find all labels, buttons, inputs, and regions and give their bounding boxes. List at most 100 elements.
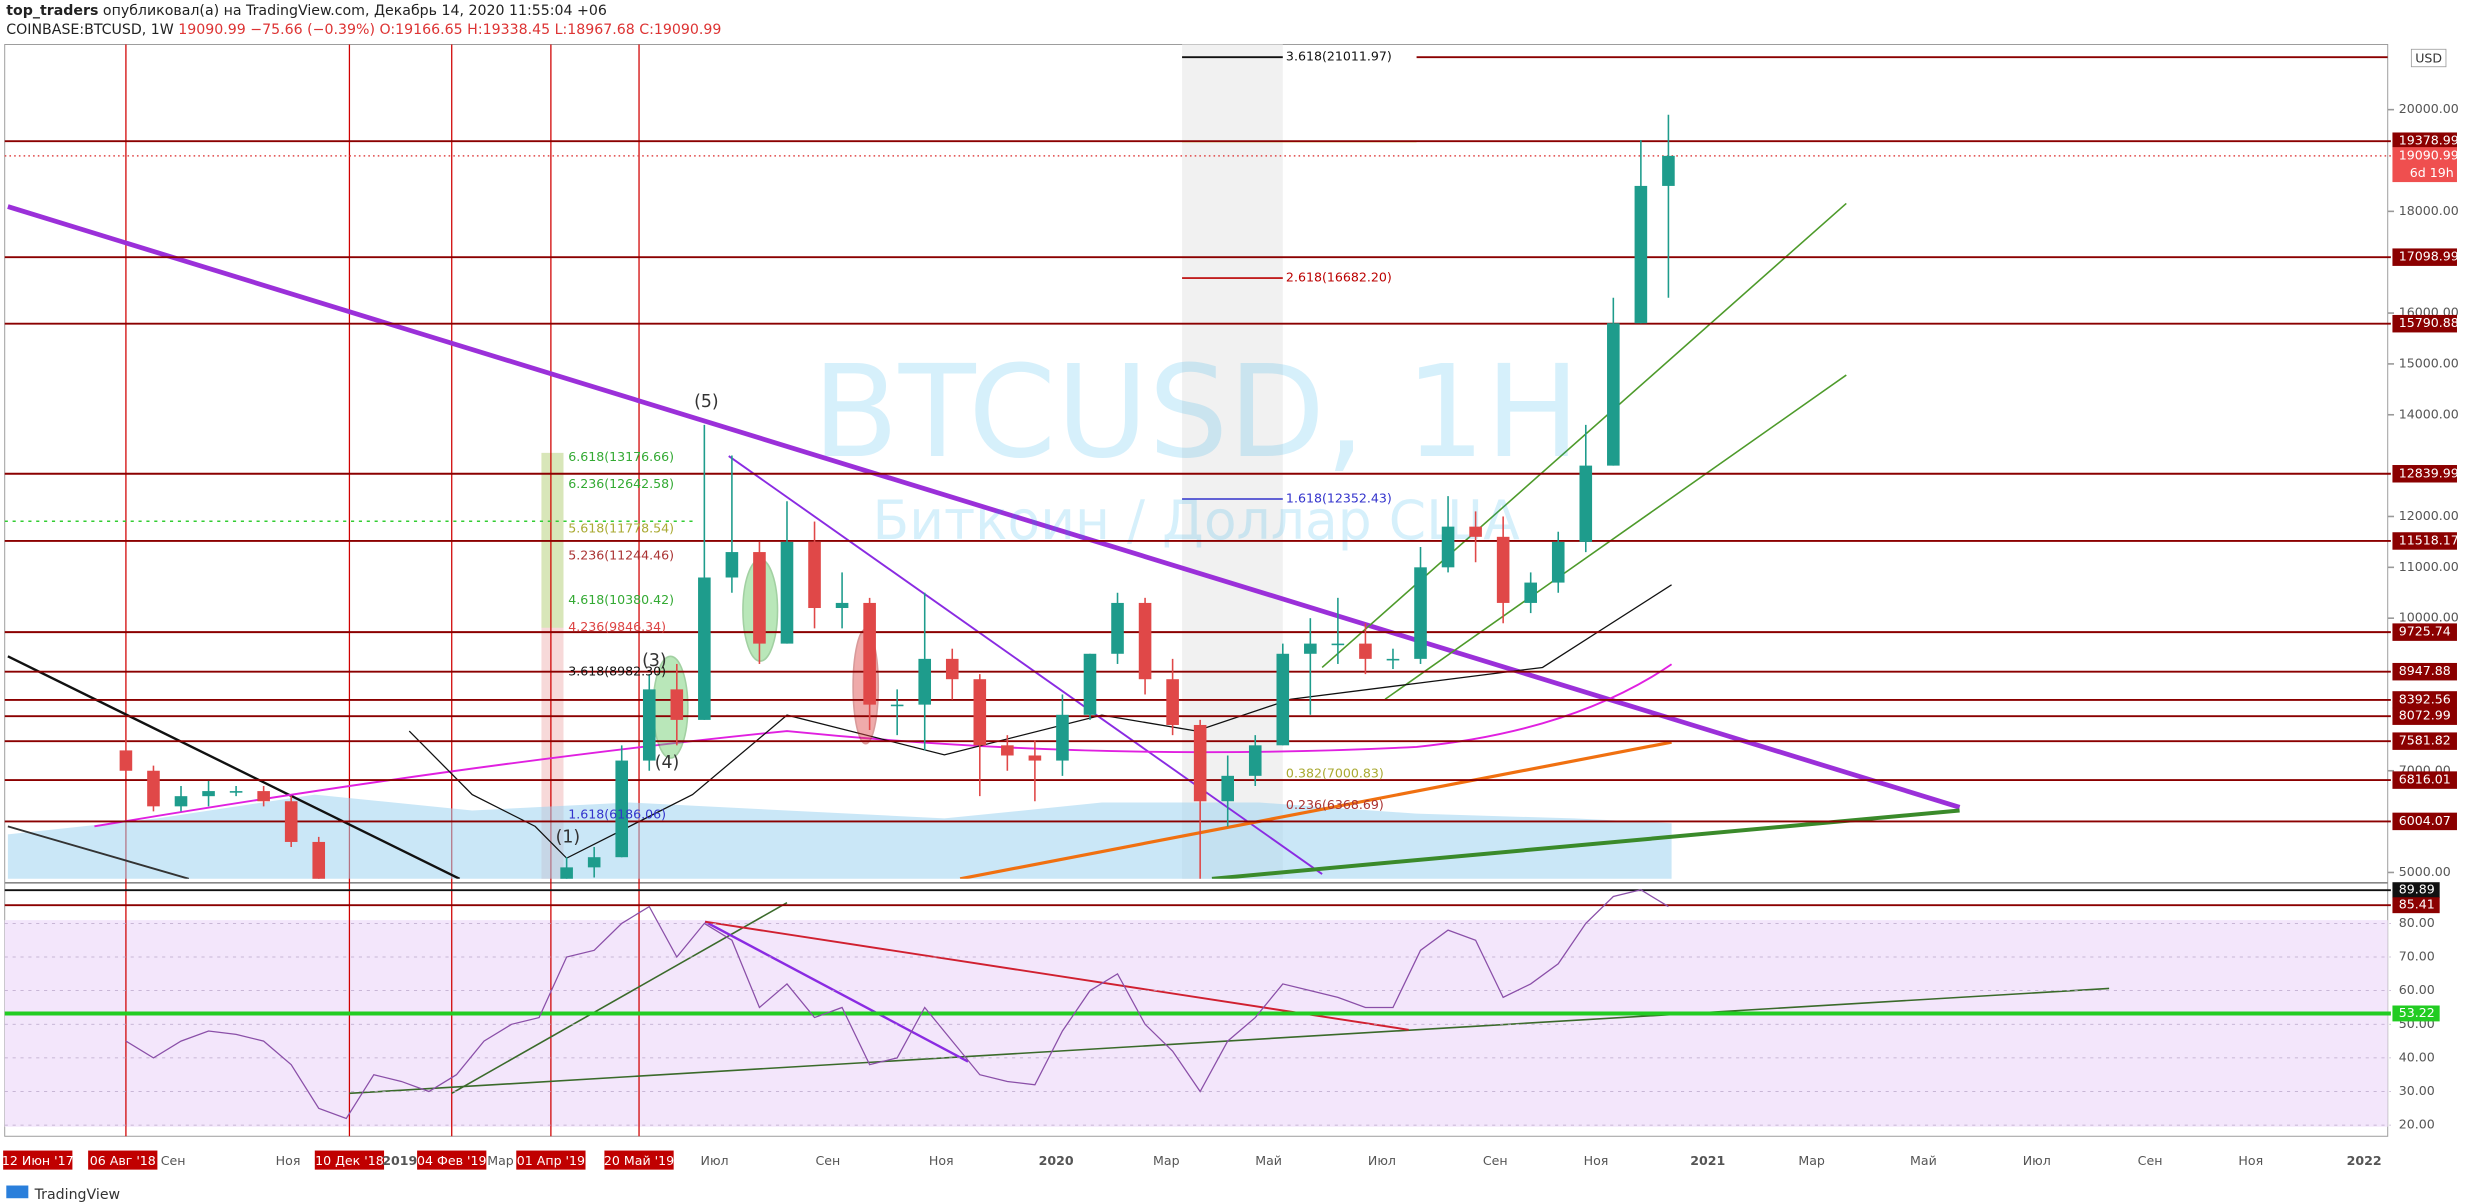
rsi-level-label: 53.22 [2399,1005,2435,1020]
candle-body [1001,745,1014,756]
candle-body [1138,602,1152,680]
x-tick-label: Сен [2138,1153,2163,1168]
candle-body [808,541,821,609]
level-label-box [2392,623,2457,641]
candle-body [119,750,133,771]
annotation: 4.618(10380.42) [568,592,674,607]
candle-body [1662,155,1675,186]
candle-body [174,796,188,807]
footer-logo: TradingView [34,1187,121,1203]
annotation: (3) [642,651,667,671]
y-tick-label: 10000.00 [2399,610,2459,625]
candle-body [1607,323,1620,466]
x-tick-label: 2021 [1690,1153,1725,1168]
x-tick-label: Сен [161,1153,186,1168]
candle-body [1579,465,1593,542]
rsi-band [4,920,2388,1127]
candle-body [615,760,629,858]
candle-body [1496,536,1510,603]
rsi-line [125,889,1669,1120]
candle-body [560,867,573,879]
candle-body [1441,526,1455,568]
candle-body [1331,643,1345,646]
candle-body [257,791,270,802]
y-tick-label: 12000.00 [2399,508,2459,523]
level-label-box [2392,314,2457,333]
annotation: 0.236(6368.69) [1286,797,1384,812]
x-tick-label: Мар [487,1153,514,1168]
x-label-box [516,1150,586,1170]
annotation: 0.382(7000.83) [1286,765,1384,780]
candle-body [1276,653,1290,746]
y-tick-label: 11000.00 [2399,559,2459,574]
annotation: 2.618(16682.20) [1286,270,1392,285]
candle-body [587,857,601,868]
y-tick-label: 15000.00 [2399,355,2459,370]
x-label-box [604,1150,674,1170]
level-label: 7581.82 [2399,733,2451,748]
last-price-box [2392,147,2457,183]
x-tick-label: Ноя [1584,1153,1609,1168]
candle-body [1248,745,1262,776]
level-label: 17098.99 [2399,249,2459,264]
x-tick-label: Май [1255,1153,1282,1168]
level-label: 19378.99 [2399,133,2459,148]
annotation: 4.236(9846.34) [568,619,666,634]
x-tick-label: 2019 [382,1153,417,1168]
candle-body [1551,541,1565,583]
x-tick-label: Мар [1153,1153,1180,1168]
level-label-box [2392,465,2457,483]
level-label: 15790.88 [2399,315,2459,330]
candle-body [202,791,215,797]
level-label-box [2392,248,2457,266]
candle-body [670,689,684,720]
watermark: BTCUSD, 1H [812,338,1580,486]
y-tick-label: 20000.00 [2399,101,2459,116]
candle-body [863,602,876,705]
level-label: 8072.99 [2399,708,2451,723]
candle-body [312,841,326,879]
x-tick-label: 2022 [2347,1153,2382,1168]
x-tick-label: Ноя [2238,1153,2263,1168]
candle-body [642,689,656,761]
annotation: 1.618(6186.06) [568,807,666,822]
candle-body [1193,724,1207,802]
rsi-tick-label: 30.00 [2399,1083,2435,1098]
candle-body [1028,755,1042,761]
level-label: 11518.17 [2399,532,2459,547]
author: top_traders опубликовал(а) на TradingVie… [6,3,607,19]
level-label-box [2392,691,2457,709]
annotation: (1) [556,827,581,847]
candle-body [835,602,849,609]
annotation: 6.618(13176.66) [568,449,674,464]
rsi-tick-label: 40.00 [2399,1049,2435,1064]
last-price-label: 19090.99 [2399,147,2459,162]
candle-body [147,770,160,807]
rsi-tick-label: 20.00 [2399,1117,2435,1132]
candle-body [698,577,711,720]
annotation: 5.236(11244.46) [568,548,674,563]
x-tick-label: 06 Авг '18 [90,1153,156,1168]
candles [119,114,1675,879]
level-label-box [2392,812,2457,831]
x-tick-label: Июл [701,1153,729,1168]
x-tick-label: 12 Июн '17 [2,1153,74,1168]
x-label-box [314,1150,385,1170]
rsi-level-label: 89.89 [2399,882,2435,897]
rsi-level-box [2392,897,2440,914]
level-label-box [2392,532,2457,550]
candle-body [725,552,739,578]
candle-body [1304,643,1317,654]
annotation: (4) [655,753,680,773]
candle-body [229,791,243,793]
level-label: 6816.01 [2399,772,2451,787]
level-label: 6004.07 [2399,813,2451,828]
watermark-subtitle: Биткоин / Доллар США [873,489,1521,552]
candle-body [753,552,766,644]
x-label-box [3,1150,73,1170]
candle-body [284,801,298,842]
candle-body [1056,714,1069,761]
candle-body [780,541,794,644]
